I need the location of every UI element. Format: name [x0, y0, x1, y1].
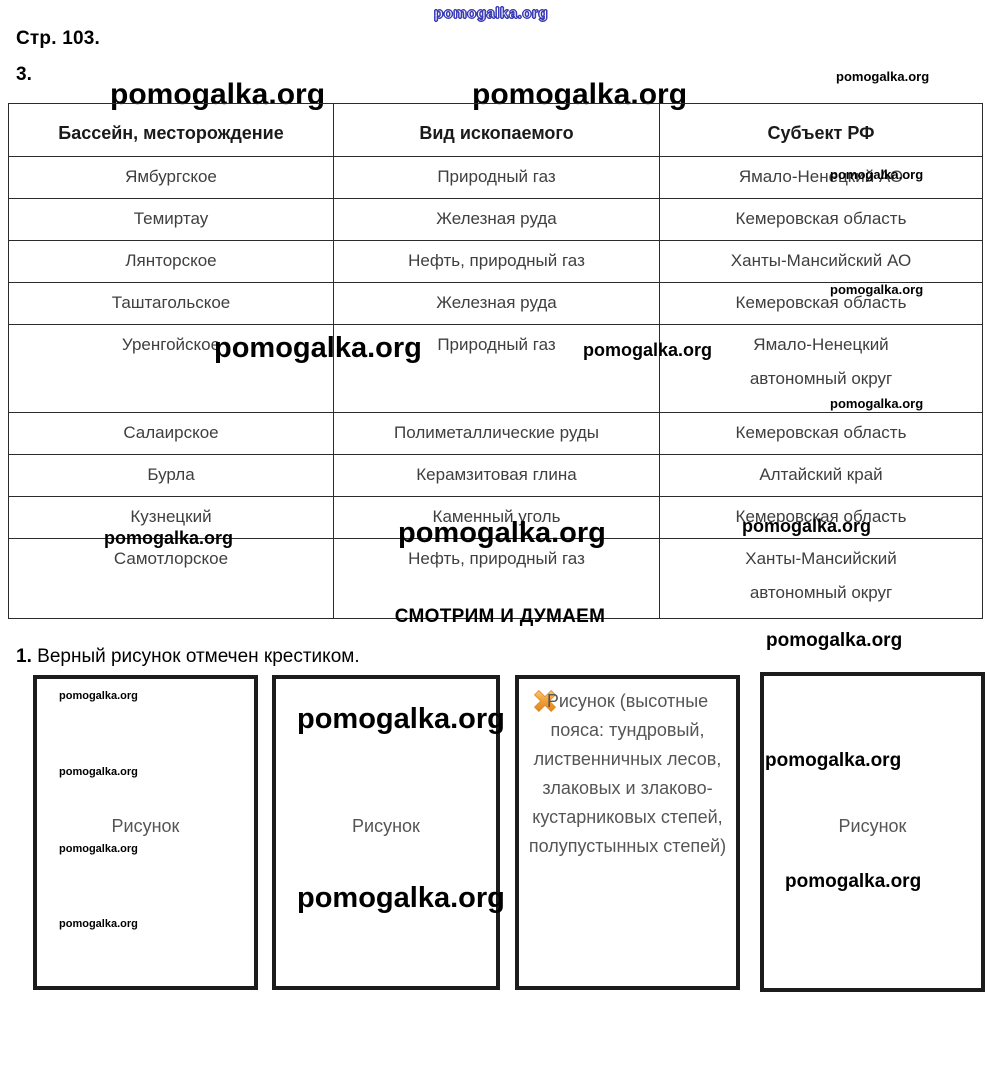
table-header-row: Бассейн, месторождение Вид ископаемого С… [8, 103, 983, 157]
table-row: Салаирское Полиметаллические руды Кемеро… [8, 412, 983, 455]
picture-box-2-inner: Рисунок [276, 679, 496, 986]
cell-mineral: Нефть, природный газ [333, 240, 660, 283]
picture-box-3[interactable]: Рисунок (высотные пояса: тундровый, лист… [515, 675, 740, 990]
table-row: Уренгойское Природный газ Ямало-Ненецкий… [8, 324, 983, 413]
watermark-section-right: pomogalka.org [766, 630, 903, 651]
question-1-text: Верный рисунок отмечен крестиком. [37, 646, 360, 667]
cell-basin: Салаирское [8, 412, 334, 455]
picture-box-1-inner: Рисунок [37, 679, 254, 986]
picture-box-1-label: Рисунок [111, 816, 180, 836]
table-row: Самотлорское Нефть, природный газ Ханты-… [8, 538, 983, 619]
cell-region: Алтайский край [659, 454, 983, 497]
cell-region-line2: автономный округ [749, 369, 893, 388]
cell-mineral: Железная руда [333, 198, 660, 241]
question-1: 1. Верный рисунок отмечен крестиком. [16, 646, 360, 668]
table-row: Таштагольское Железная руда Кемеровская … [8, 282, 983, 325]
section-title: СМОТРИМ И ДУМАЕМ [394, 606, 606, 627]
picture-box-2[interactable]: Рисунок [272, 675, 500, 990]
picture-box-4-label: Рисунок [838, 816, 907, 836]
cell-basin: Лянторское [8, 240, 334, 283]
cell-region: Кемеровская область [659, 282, 983, 325]
cell-basin: Уренгойское [8, 324, 334, 413]
cell-mineral: Железная руда [333, 282, 660, 325]
cell-region-line2: автономный округ [749, 583, 893, 602]
cell-mineral: Природный газ [333, 324, 660, 413]
picture-box-4[interactable]: Рисунок [760, 672, 985, 992]
cell-mineral: Природный газ [333, 156, 660, 199]
cell-basin: Таштагольское [8, 282, 334, 325]
picture-box-4-inner: Рисунок [764, 676, 981, 988]
cell-region: Кемеровская область [659, 412, 983, 455]
picture-box-3-label: Рисунок (высотные пояса: тундровый, лист… [528, 691, 727, 856]
table-row: Кузнецкий Каменный уголь Кемеровская обл… [8, 496, 983, 539]
cell-basin: Ямбургское [8, 156, 334, 199]
picture-box-2-label: Рисунок [352, 816, 420, 836]
orange-x-icon [531, 687, 559, 715]
question-1-number: 1. [16, 646, 32, 667]
watermark-outline-top: pomogalka.org [433, 5, 549, 23]
cell-region-line1: Ханты-Мансийский [745, 549, 897, 568]
table-row: Темиртау Железная руда Кемеровская облас… [8, 198, 983, 241]
picture-box-1[interactable]: Рисунок [33, 675, 258, 990]
cell-mineral: Керамзитовая глина [333, 454, 660, 497]
cell-basin: Темиртау [8, 198, 334, 241]
table-row: Ямбургское Природный газ Ямало-Ненецкий … [8, 156, 983, 199]
picture-box-3-inner: Рисунок (высотные пояса: тундровый, лист… [519, 679, 736, 986]
cell-mineral: Полиметаллические руды [333, 412, 660, 455]
table-header-region: Субъект РФ [659, 103, 983, 157]
table-row: Бурла Керамзитовая глина Алтайский край [8, 454, 983, 497]
page-label: Стр. 103. [16, 28, 100, 49]
cell-region: Кемеровская область [659, 198, 983, 241]
cell-basin: Самотлорское [8, 538, 334, 619]
table-header-mineral: Вид ископаемого [333, 103, 660, 157]
cell-region-line1: Ямало-Ненецкий [753, 335, 889, 354]
cell-region: Кемеровская область [659, 496, 983, 539]
cell-region: Ханты-Мансийский АО [659, 240, 983, 283]
cell-region: Ханты-Мансийский автономный округ [659, 538, 983, 619]
table-header-basin: Бассейн, месторождение [8, 103, 334, 157]
table-row: Лянторское Нефть, природный газ Ханты-Ма… [8, 240, 983, 283]
cell-basin: Бурла [8, 454, 334, 497]
task-number: 3. [16, 64, 32, 85]
minerals-table: Бассейн, месторождение Вид ископаемого С… [8, 103, 983, 619]
cell-region: Ямало-Ненецкий автономный округ [659, 324, 983, 413]
cell-mineral: Каменный уголь [333, 496, 660, 539]
cell-basin: Кузнецкий [8, 496, 334, 539]
cell-region: Ямало-Ненецкий АО [659, 156, 983, 199]
watermark-header-right: pomogalka.org [836, 69, 930, 84]
